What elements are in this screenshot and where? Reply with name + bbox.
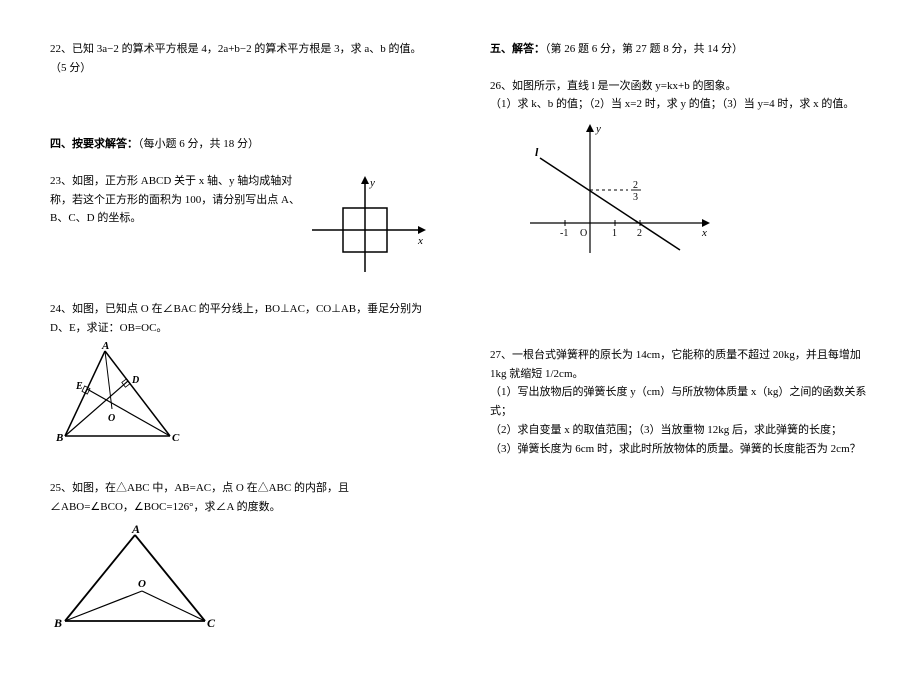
q27-s2: （2）求自变量 x 的取值范围；（3）当放重物 12kg 后，求此弹簧的长度； (490, 424, 842, 436)
q26-tick-1: 1 (612, 228, 617, 239)
q23-axis-x-label: x (417, 235, 423, 247)
q23-number: 23、 (50, 175, 72, 187)
right-column: 五、解答：（第 26 题 6 分，第 27 题 8 分，共 14 分） 26、如… (490, 40, 870, 651)
q25-label-B: B (53, 616, 62, 630)
q25-label-C: C (207, 616, 216, 630)
q27-s3: （3）弹簧长度为 6cm 时，求此时所放物体的质量。弹簧的长度能否为 2cm？ (490, 443, 861, 455)
q24-label-D: D (131, 375, 139, 386)
q26-frac-top: 2 (633, 180, 638, 191)
q26-frac-bot: 3 (633, 192, 638, 203)
q26-tick-O: O (580, 228, 587, 239)
question-23: 23、如图，正方形 ABCD 关于 x 轴、y 轴均成轴对称，若这个正方形的面积… (50, 172, 430, 282)
q27-s1: （1）写出放物后的弹簧长度 y（cm）与所放物体质量 x（kg）之间的函数关系式… (490, 386, 866, 417)
q27-text: 一根台式弹簧秤的原长为 14cm，它能称的质量不超过 20kg，并且每增加 1k… (490, 349, 861, 380)
q25-label-A: A (131, 523, 140, 536)
q26-text: 如图所示，直线 l 是一次函数 y=kx+b 的图象。 (512, 80, 736, 92)
q27-number: 27、 (490, 349, 512, 361)
q24-label-A: A (101, 341, 109, 352)
q24-figure: A B C E D O (50, 341, 190, 446)
q23-text: 如图，正方形 ABCD 关于 x 轴、y 轴均成轴对称，若这个正方形的面积为 1… (50, 175, 300, 224)
q24-label-B: B (55, 432, 63, 444)
question-22: 22、已知 3a−2 的算术平方根是 4，2a+b−2 的算术平方根是 3，求 … (50, 40, 430, 77)
q25-number: 25、 (50, 482, 72, 494)
q25-text: 如图，在△ABC 中，AB=AC，点 O 在△ABC 的内部，且∠ABO=∠BC… (50, 482, 349, 513)
question-24: 24、如图，已知点 O 在∠BAC 的平分线上，BO⊥AC，CO⊥AB，垂足分别… (50, 300, 430, 446)
section-4-note: （每小题 6 分，共 18 分） (138, 138, 259, 150)
q26-tick-m1: -1 (560, 228, 568, 239)
q25-figure: A B C O (50, 523, 220, 633)
question-27: 27、一根台式弹簧秤的原长为 14cm，它能称的质量不超过 20kg，并且每增加… (490, 346, 870, 458)
q24-number: 24、 (50, 303, 72, 315)
q23-text-block: 23、如图，正方形 ABCD 关于 x 轴、y 轴均成轴对称，若这个正方形的面积… (50, 172, 300, 228)
q26-label-l: l (535, 145, 539, 159)
q26-label-y: y (595, 123, 601, 135)
page-columns: 22、已知 3a−2 的算术平方根是 4，2a+b−2 的算术平方根是 3，求 … (50, 40, 870, 651)
left-column: 22、已知 3a−2 的算术平方根是 4，2a+b−2 的算术平方根是 3，求 … (50, 40, 430, 651)
q24-label-C: C (172, 432, 180, 444)
q24-label-E: E (75, 381, 83, 392)
q26-number: 26、 (490, 80, 512, 92)
q26-tick-2: 2 (637, 228, 642, 239)
question-25: 25、如图，在△ABC 中，AB=AC，点 O 在△ABC 的内部，且∠ABO=… (50, 479, 430, 632)
q23-figure: y x (300, 172, 430, 282)
q26-label-x: x (701, 227, 707, 239)
q23-axis-y-label: y (369, 177, 375, 189)
q25-label-O: O (138, 578, 146, 590)
question-26: 26、如图所示，直线 l 是一次函数 y=kx+b 的图象。 （1）求 k、b … (490, 77, 870, 268)
q22-text: 已知 3a−2 的算术平方根是 4，2a+b−2 的算术平方根是 3，求 a、b… (50, 43, 422, 74)
q24-text: 如图，已知点 O 在∠BAC 的平分线上，BO⊥AC，CO⊥AB，垂足分别为 D… (50, 303, 422, 334)
q24-label-O: O (108, 413, 115, 424)
section-5-header: 五、解答：（第 26 题 6 分，第 27 题 8 分，共 14 分） (490, 40, 870, 59)
q26-sub: （1）求 k、b 的值；（2）当 x=2 时，求 y 的值；（3）当 y=4 时… (490, 98, 854, 110)
section-5-title: 五、解答： (490, 43, 545, 55)
section-4-title: 四、按要求解答： (50, 138, 138, 150)
q22-number: 22、 (50, 43, 72, 55)
section-4-header: 四、按要求解答：（每小题 6 分，共 18 分） (50, 135, 430, 154)
section-5-note: （第 26 题 6 分，第 27 题 8 分，共 14 分） (545, 43, 743, 55)
q26-figure: 2 3 l y x -1 O 1 2 (520, 118, 720, 268)
